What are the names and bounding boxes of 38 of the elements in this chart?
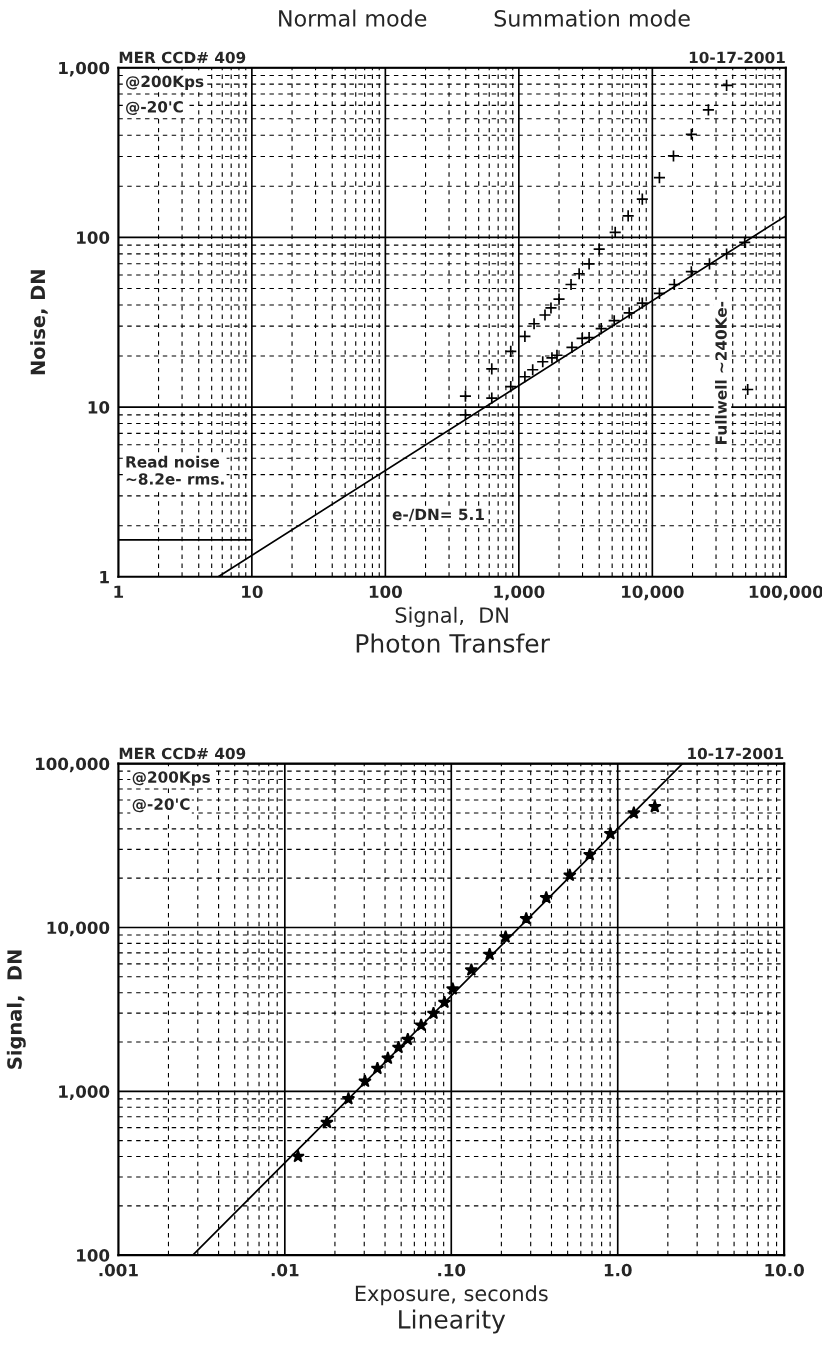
annotation: @200Kps (126, 75, 204, 91)
y-tick-label: 1 (100, 570, 109, 584)
text: Summation mode (494, 9, 690, 27)
annotation: Fullwell ~240Ke- (715, 301, 727, 444)
text: 10-17-2001 (689, 51, 785, 64)
text: MER CCD# 409 (119, 747, 246, 760)
x-tick-label: 100 (369, 585, 402, 599)
annotation: @-20'C (126, 101, 183, 116)
annotation: @200Kps (132, 771, 210, 786)
y-tick-label: 100 (77, 231, 110, 244)
x-tick-label: .01 (271, 1263, 299, 1277)
y-tick-label: 100,000 (36, 757, 110, 773)
x-axis-title: Exposure, seconds (355, 1285, 548, 1306)
y-tick-label: 1,000 (59, 1085, 110, 1101)
annotation: @-20'C (132, 798, 190, 813)
text: Linearity (399, 1309, 506, 1334)
text: Photon Transfer (356, 633, 550, 653)
x-tick-label: .001 (99, 1263, 138, 1277)
text: Normal mode (279, 9, 427, 27)
y-tick-label: 10,000 (47, 921, 110, 937)
x-tick-label: 100,000 (749, 585, 822, 601)
text: MER CCD# 409 (119, 51, 246, 64)
annotation: e-/DN= 5.1 (392, 508, 484, 522)
x-tick-label: 10,000 (622, 585, 684, 601)
x-tick-label: 10 (242, 585, 263, 599)
y-axis-title: Signal, DN (6, 950, 26, 1069)
text: 10-17-2001 (688, 747, 784, 760)
y-tick-label: 1,000 (59, 61, 110, 77)
x-tick-label: 1,000 (494, 585, 545, 601)
x-tick-label: 1.0 (604, 1263, 632, 1277)
y-tick-label: 10 (88, 401, 110, 414)
x-tick-label: 10.0 (765, 1263, 804, 1277)
annotation: Read noise ~8.2e- rms. (126, 455, 224, 485)
y-tick-label: 100 (77, 1249, 110, 1262)
y-axis-title: Noise, DN (30, 270, 48, 375)
x-tick-label: .10 (438, 1263, 466, 1277)
x-axis-title: Signal, DN (395, 606, 508, 627)
x-tick-label: 1 (114, 585, 124, 598)
